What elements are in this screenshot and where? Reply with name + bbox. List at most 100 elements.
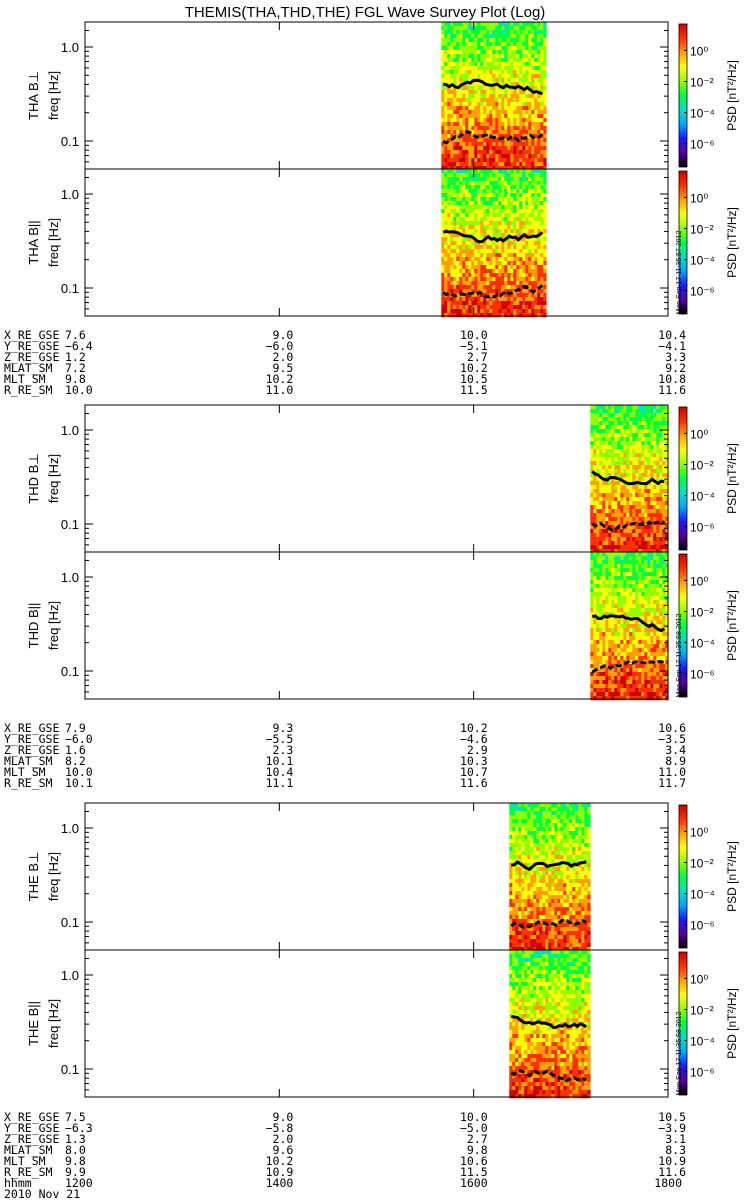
ephemeris-value: 10.2 <box>266 372 294 386</box>
y-axis-label: freq [Hz] <box>46 71 61 120</box>
wave-trace-upper <box>592 614 666 633</box>
wave-trace-lower <box>510 917 587 930</box>
colorbar-scale <box>678 804 688 949</box>
colorbar-tick-label: 10⁻⁶ <box>690 919 715 933</box>
colorbar-tick-label: 10⁰ <box>690 191 708 205</box>
ephemeris-value: −3.5 <box>658 732 686 746</box>
wave-trace-lower <box>591 660 665 674</box>
colorbar-tick-label: 10⁻² <box>690 76 714 90</box>
ephemeris-label-mlat: MLAT_SM <box>4 361 53 375</box>
wave-trace-lower <box>442 284 544 299</box>
ephemeris-value: −5.1 <box>460 339 488 353</box>
probe-group-thd: 1.0 0.1 THD B⊥ freq [Hz] 10⁰ 10⁻² 10⁻⁴ 10⁻⁶ PSD … <box>4 404 739 790</box>
ephemeris-value: 11.6 <box>460 776 488 790</box>
probe-group-tha: 1.0 0.1 THA B⊥ freq [Hz] 10⁰ 10⁻² 10⁻⁴ 10⁻⁶ PSD … <box>4 21 739 397</box>
y-axis-label: freq [Hz] <box>46 218 61 267</box>
colorbar-tick-label: 10⁻⁶ <box>690 285 715 299</box>
y-tick-label: 1.0 <box>61 821 79 836</box>
y-tick-label: 1.0 <box>61 423 79 438</box>
colorbar-tick-label: 10⁰ <box>690 427 708 441</box>
wave-trace-lower <box>510 1069 587 1084</box>
timestamp-stamp: Mon Sep 17 11:35:57 2012 <box>676 230 683 314</box>
ephemeris-value: 9.9 <box>65 1165 86 1179</box>
panel-label: THD B|| <box>26 603 41 649</box>
y-tick-label: 1.0 <box>61 187 79 202</box>
ephemeris-value: 2.9 <box>467 743 488 757</box>
colorbar: 10⁰ 10⁻² 10⁻⁴ 10⁻⁶ PSD [nT²/Hz] <box>678 23 739 168</box>
colorbar-tick-label: 10⁰ <box>690 825 708 839</box>
colorbar-tick-label: 10⁻² <box>690 606 714 620</box>
colorbar-tick-label: 10⁻⁴ <box>690 637 715 651</box>
ephemeris-value: 7.2 <box>65 361 86 375</box>
ephemeris-label-y: Y_RE_GSE <box>4 1121 59 1135</box>
ephemeris-value: −5.0 <box>460 1121 488 1135</box>
panel-label: THD B⊥ <box>26 453 41 503</box>
ephemeris-value: 8.9 <box>665 754 686 768</box>
panel-tha-bperp: 1.0 0.1 THA B⊥ freq [Hz] 10⁰ 10⁻² 10⁻⁴ 10⁻⁶ PSD … <box>26 21 739 171</box>
ephemeris-label-y: Y_RE_GSE <box>4 732 59 746</box>
colorbar: 10⁰ 10⁻² 10⁻⁴ 10⁻⁶ PSD [nT²/Hz] Mon Sep 17 11… <box>676 553 739 697</box>
panel-the-bpar: 1.0 0.1 THE B|| freq [Hz] 10⁰ 10⁻² 10⁻⁴ 10⁻⁶ PSD… <box>26 949 739 1099</box>
spectrogram <box>509 950 591 1099</box>
panel-label: THE B|| <box>26 1001 41 1046</box>
date-label: 2010 Nov 21 <box>4 1187 80 1200</box>
panel-label: THA B⊥ <box>26 71 41 120</box>
x-tick-label: 1600 <box>460 1176 488 1190</box>
ephemeris-label-z: Z_RE_GSE <box>4 350 59 364</box>
panel-frame <box>84 404 669 553</box>
colorbar-label: PSD [nT²/Hz] <box>725 207 739 278</box>
ephemeris-value: 9.0 <box>273 1110 294 1124</box>
ephemeris-value: 11.1 <box>266 776 294 790</box>
wave-trace-upper <box>591 470 665 486</box>
panel-label: THE B⊥ <box>26 852 41 902</box>
ephemeris-value: 10.0 <box>460 1110 488 1124</box>
ephemeris-value: −6.0 <box>65 732 93 746</box>
ephemeris-value: 10.2 <box>460 361 488 375</box>
ephemeris-value: 10.2 <box>266 1154 294 1168</box>
ephemeris-value: 10.6 <box>460 1154 488 1168</box>
colorbar: 10⁰ 10⁻² 10⁻⁴ 10⁻⁶ PSD [nT²/Hz] Mon Sep 17 11… <box>676 951 739 1095</box>
y-tick-label: 1.0 <box>61 570 79 585</box>
ephemeris-value: −6.4 <box>65 339 93 353</box>
ephemeris-value: 9.3 <box>273 721 294 735</box>
ephemeris-value: 10.2 <box>460 721 488 735</box>
ephemeris-value: 10.9 <box>266 1165 294 1179</box>
panel-frame <box>84 551 669 700</box>
panel-frame <box>84 168 669 317</box>
ephemeris-value: 3.4 <box>665 743 686 757</box>
ephemeris-value: 10.1 <box>266 754 294 768</box>
colorbar-tick-label: 10⁻⁴ <box>690 888 715 902</box>
y-tick-label: 0.1 <box>61 915 79 930</box>
colorbar-tick-label: 10⁻⁶ <box>690 138 715 152</box>
wave-trace-upper <box>442 229 544 244</box>
time-axis: hhmm 1200 1400 1600 1800 2010 Nov 21 <box>4 1176 682 1200</box>
ephemeris-value: 11.0 <box>658 765 686 779</box>
timestamp-stamp: Mon Sep 17 11:35:58 2012 <box>676 613 683 697</box>
ephemeris-label-z: Z_RE_GSE <box>4 1132 59 1146</box>
spectrogram <box>441 22 547 171</box>
colorbar-label: PSD [nT²/Hz] <box>725 443 739 514</box>
ephemeris-value: 10.0 <box>460 328 488 342</box>
ephemeris-value: 11.0 <box>266 383 294 397</box>
ephemeris-value: 10.4 <box>658 328 686 342</box>
ephemeris-label-x: X_RE_GSE <box>4 328 59 342</box>
colorbar-tick-label: 10⁰ <box>690 44 708 58</box>
ephemeris-value: 10.0 <box>65 765 93 779</box>
spectrogram <box>509 803 591 952</box>
colorbar-tick-label: 10⁻² <box>690 857 714 871</box>
colorbar-tick-label: 10⁰ <box>690 972 708 986</box>
ephemeris-value: 8.2 <box>65 754 86 768</box>
ephemeris-label-r: R_RE_SM <box>4 1165 53 1179</box>
ephemeris-value: 1.6 <box>65 743 86 757</box>
ephemeris-value: −5.5 <box>266 732 294 746</box>
ephemeris-value: 9.8 <box>467 1143 488 1157</box>
spectrogram <box>590 552 669 701</box>
ephemeris-value: 1.3 <box>65 1132 86 1146</box>
colorbar-scale <box>678 23 688 168</box>
colorbar-tick-label: 10⁰ <box>690 574 708 588</box>
ephemeris-value: 10.1 <box>65 776 93 790</box>
y-tick-label: 0.1 <box>61 134 79 149</box>
plot-title: THEMIS(THA,THD,THE) FGL Wave Survey Plot… <box>185 4 546 21</box>
colorbar: 10⁰ 10⁻² 10⁻⁴ 10⁻⁶ PSD [nT²/Hz] <box>678 406 739 551</box>
ephemeris-value: 7.5 <box>65 1110 86 1124</box>
